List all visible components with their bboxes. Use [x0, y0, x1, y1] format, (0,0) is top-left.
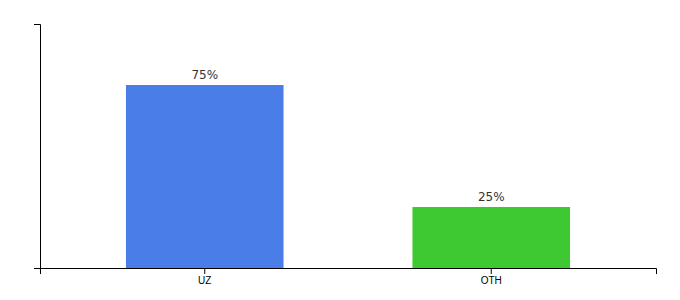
x-tick-mark	[491, 268, 492, 274]
x-axis-line	[41, 269, 657, 275]
data-label: 25%	[478, 190, 505, 204]
x-tick-label: UZ	[198, 275, 211, 286]
bars	[126, 85, 570, 268]
plot: UZ OTH 75% 25%	[34, 25, 657, 287]
bar	[126, 85, 284, 268]
x-tick-label: OTH	[481, 275, 502, 286]
data-label: 75%	[191, 68, 218, 82]
data-labels: 75% 25%	[191, 68, 504, 204]
x-tick: OTH	[481, 268, 502, 286]
x-tick-mark	[204, 268, 205, 274]
bar	[412, 207, 570, 268]
y-axis-line	[34, 25, 41, 269]
y-axis	[34, 25, 41, 269]
x-axis: UZ OTH	[41, 268, 657, 286]
chart: UZ OTH 75% 25%	[0, 0, 680, 300]
x-tick: UZ	[198, 268, 211, 286]
